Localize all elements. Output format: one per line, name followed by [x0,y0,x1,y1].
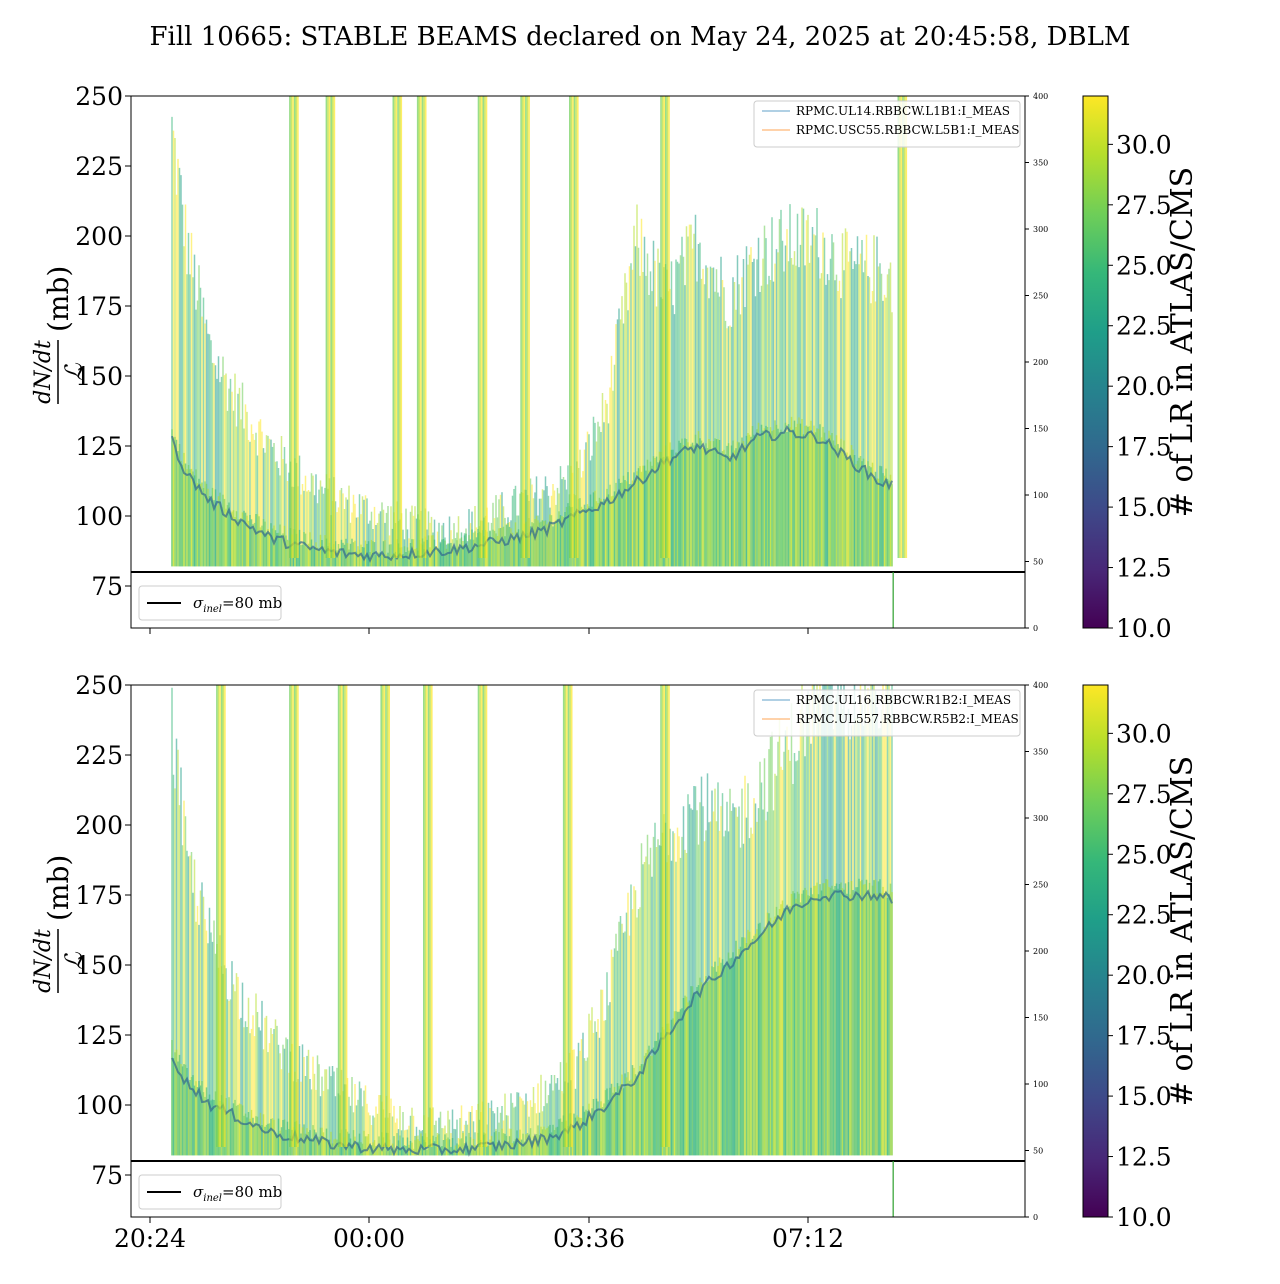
ylabel-denominator: ℒ [60,952,88,970]
ytick-label: 175 [75,292,123,321]
colorbar-tick-label: 17.5 [1116,433,1172,462]
colorbar-label: # of LR in ATLAS/CMS [1165,756,1200,1106]
twin-ytick-label: 200 [1033,947,1048,956]
colorbar-tick-label: 15.0 [1116,493,1172,522]
colorbar-tick-label: 12.5 [1116,554,1172,583]
ytick-label: 150 [75,951,123,980]
twin-ytick-label: 0 [1033,624,1038,633]
xtick-label: 20:24 [114,1224,186,1253]
colorbar-tick-label: 25.0 [1116,251,1172,280]
xtick-label: 00:00 [333,1224,405,1253]
series-legend [753,100,1021,148]
twin-ytick-label: 100 [1033,491,1048,500]
colorbar-tick-label: 30.0 [1116,719,1172,748]
twin-ytick-label: 50 [1033,558,1043,567]
twin-ytick-label: 400 [1033,681,1048,690]
colorbar [1082,684,1109,1218]
twin-ytick-label: 0 [1033,1213,1038,1222]
legend-entry: RPMC.UL557.RBBCW.R5B2:I_MEAS [796,712,1019,726]
twin-ytick-label: 150 [1033,1014,1048,1023]
ytick-label: 200 [75,811,123,840]
ylabel-unit: (mb) [42,266,75,332]
reference-legend-label: σinel=80 mb [193,594,282,615]
twin-ytick-label: 200 [1033,358,1048,367]
ytick-label: 250 [75,82,123,111]
twin-ytick-label: 150 [1033,425,1048,434]
colorbar [1082,95,1109,629]
colorbar-tick-label: 22.5 [1116,901,1172,930]
chart-panel-2: 75 100 125 150 175 200 225 250 0 50 100 150 200 250 30… [31,671,1200,1253]
y-axis-label: dN/dt ℒ (mb) [31,855,88,993]
density-band [171,96,908,567]
legend-entry: RPMC.USC55.RBBCW.L5B1:I_MEAS [796,123,1019,137]
twin-ytick-label: 250 [1033,292,1048,301]
twin-ytick-label: 250 [1033,881,1048,890]
ytick-label: 225 [75,152,123,181]
series-legend [753,689,1021,737]
ylabel-numerator: dN/dt [31,340,56,404]
ylabel-denominator: ℒ [60,363,88,381]
colorbar-label: # of LR in ATLAS/CMS [1165,167,1200,517]
legend-entry: RPMC.UL16.RBBCW.R1B2:I_MEAS [796,693,1011,707]
colorbar-tick-label: 20.0 [1116,372,1172,401]
twin-ytick-label: 350 [1033,748,1048,757]
twin-ytick-label: 300 [1033,225,1048,234]
reference-legend-label: σinel=80 mb [193,1183,282,1204]
xtick-label: 07:12 [772,1224,844,1253]
ytick-label: 75 [91,1161,123,1190]
colorbar-tick-label: 22.5 [1116,312,1172,341]
twin-ytick-label: 400 [1033,92,1048,101]
colorbar-tick-label: 10.0 [1116,614,1172,643]
xtick-label: 03:36 [553,1224,625,1253]
ytick-label: 125 [75,1021,123,1050]
colorbar-tick-label: 10.0 [1116,1203,1172,1232]
ytick-label: 100 [75,502,123,531]
ytick-label: 100 [75,1091,123,1120]
twin-ytick-label: 100 [1033,1080,1048,1089]
twin-ytick-label: 300 [1033,814,1048,823]
ytick-label: 200 [75,222,123,251]
colorbar-tick-label: 25.0 [1116,840,1172,869]
colorbar-tick-label: 27.5 [1116,780,1172,809]
ytick-label: 250 [75,671,123,700]
reference-legend [138,1174,282,1210]
twin-ytick-label: 350 [1033,159,1048,168]
twin-ytick-label: 50 [1033,1147,1043,1156]
colorbar-tick-label: 27.5 [1116,191,1172,220]
colorbar-tick-label: 30.0 [1116,130,1172,159]
reference-legend [138,585,282,621]
y-axis-label: dN/dt ℒ (mb) [31,266,88,404]
colorbar-tick-label: 20.0 [1116,961,1172,990]
ytick-label: 125 [75,432,123,461]
density-band [171,685,893,1157]
ylabel-unit: (mb) [42,855,75,921]
colorbar-tick-label: 15.0 [1116,1082,1172,1111]
ytick-label: 150 [75,362,123,391]
chart-panel-1: 75 100 125 150 175 200 225 250 0 50 100 150 200 250 30… [31,82,1200,643]
ylabel-numerator: dN/dt [31,929,56,993]
ytick-label: 75 [91,572,123,601]
ytick-label: 175 [75,881,123,910]
colorbar-tick-label: 17.5 [1116,1022,1172,1051]
chart-title: Fill 10665: STABLE BEAMS declared on May… [150,22,1131,52]
colorbar-tick-label: 12.5 [1116,1143,1172,1172]
ytick-label: 225 [75,741,123,770]
legend-entry: RPMC.UL14.RBBCW.L1B1:I_MEAS [796,104,1010,118]
